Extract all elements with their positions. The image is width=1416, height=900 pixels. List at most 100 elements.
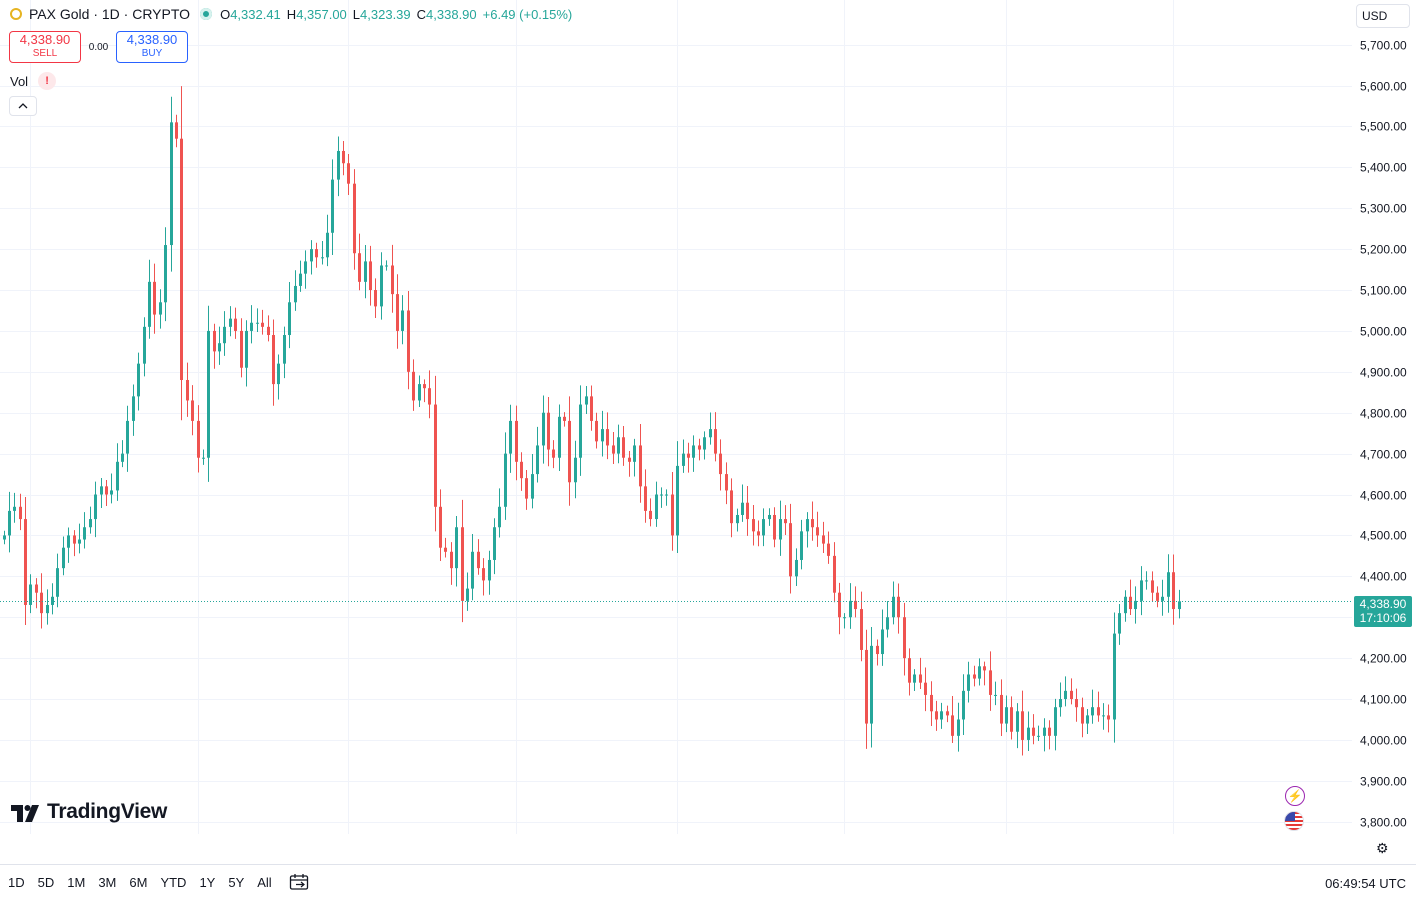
candle-body bbox=[240, 330, 243, 368]
price-axis[interactable]: 3,800.00 3,900.00 4,000.00 4,100.00 4,200.00… bbox=[1352, 0, 1416, 834]
candle-body bbox=[811, 519, 814, 528]
close-value: 4,338.90 bbox=[426, 6, 477, 22]
symbol-legend: PAX Gold · 1D · CRYPTO O 4,332.41 H 4,35… bbox=[10, 6, 578, 22]
calendar-goto-icon[interactable] bbox=[289, 873, 311, 891]
gear-icon[interactable]: ⚙ bbox=[1376, 840, 1389, 856]
candle-body bbox=[477, 551, 480, 569]
candle-body bbox=[207, 330, 210, 458]
utc-clock[interactable]: 06:49:54 UTC bbox=[1325, 876, 1406, 891]
warning-icon[interactable]: ! bbox=[38, 72, 57, 90]
candle-body bbox=[1054, 707, 1057, 736]
candle-body bbox=[994, 694, 997, 696]
open-key: O bbox=[220, 6, 231, 22]
candle-body bbox=[385, 265, 388, 267]
candle-body bbox=[1161, 596, 1164, 601]
candle-body bbox=[682, 453, 685, 466]
market-status-icon[interactable] bbox=[200, 8, 213, 20]
candle-body bbox=[741, 502, 744, 515]
candle-body bbox=[515, 420, 518, 462]
candle-body bbox=[234, 318, 237, 331]
candle-body bbox=[46, 604, 49, 614]
candle-body bbox=[1064, 690, 1067, 700]
high-key: H bbox=[286, 6, 297, 22]
candle-body bbox=[1151, 580, 1154, 593]
candle-body bbox=[191, 400, 194, 421]
candle-body bbox=[865, 649, 868, 724]
symbol-title[interactable]: PAX Gold · 1D · CRYPTO bbox=[29, 6, 191, 22]
candle-body bbox=[1032, 727, 1035, 736]
candle-body bbox=[520, 461, 523, 479]
candlestick-series bbox=[3, 86, 1181, 756]
us-flag-icon[interactable] bbox=[1284, 811, 1304, 831]
range-ytd[interactable]: YTD bbox=[160, 875, 187, 890]
candle-body bbox=[892, 596, 895, 618]
candle-body bbox=[401, 310, 404, 331]
volume-legend[interactable]: Vol ! bbox=[10, 72, 57, 90]
low-key: L bbox=[352, 6, 361, 22]
chart-pane[interactable]: 2026FebMarAprMayJunJulAug 3,800.00 3,900.… bbox=[0, 0, 1407, 834]
price-chart[interactable]: 2026FebMarAprMayJunJulAug bbox=[0, 0, 1352, 834]
candle-body bbox=[762, 519, 765, 536]
candle-body bbox=[1097, 707, 1100, 716]
price-tick-label: 4,000.00 bbox=[1360, 734, 1407, 748]
trade-buttons: 4,338.90 SELL 0.00 4,338.90 BUY bbox=[9, 31, 188, 63]
currency-select[interactable]: USD bbox=[1356, 4, 1410, 28]
candle-body bbox=[601, 429, 604, 442]
buy-label: BUY bbox=[141, 48, 163, 59]
candle-body bbox=[639, 445, 642, 487]
candle-body bbox=[897, 596, 900, 618]
range-6m[interactable]: 6M bbox=[129, 875, 148, 890]
candle-body bbox=[633, 445, 636, 462]
range-5y[interactable]: 5Y bbox=[228, 875, 245, 890]
candle-body bbox=[13, 506, 16, 511]
candle-body bbox=[849, 600, 852, 618]
candle-body bbox=[428, 388, 431, 405]
lightning-icon[interactable]: ⚡ bbox=[1285, 786, 1305, 806]
range-5d[interactable]: 5D bbox=[37, 875, 55, 890]
range-1m[interactable]: 1M bbox=[67, 875, 86, 890]
price-tick-label: 3,900.00 bbox=[1360, 775, 1407, 789]
candle-body bbox=[579, 404, 582, 458]
price-tick-label: 5,200.00 bbox=[1360, 243, 1407, 257]
candle-body bbox=[310, 249, 313, 262]
candle-body bbox=[779, 519, 782, 540]
candle-body bbox=[946, 711, 949, 716]
high-value: 4,357.00 bbox=[296, 6, 347, 22]
candle-body bbox=[509, 420, 512, 454]
range-all[interactable]: All bbox=[257, 875, 272, 890]
candle-body bbox=[531, 474, 534, 499]
candle-body bbox=[353, 183, 356, 254]
candle-body bbox=[1005, 707, 1008, 724]
last-price: 4,338.90 bbox=[1359, 597, 1407, 611]
range-3m[interactable]: 3M bbox=[98, 875, 117, 890]
candle-body bbox=[1075, 699, 1078, 708]
candle-body bbox=[347, 163, 350, 184]
candle-body bbox=[159, 302, 162, 315]
candle-body bbox=[471, 551, 474, 589]
candle-body bbox=[838, 592, 841, 618]
candle-body bbox=[676, 465, 679, 536]
collapse-legend-button[interactable] bbox=[9, 96, 37, 116]
price-tick-label: 4,700.00 bbox=[1360, 448, 1407, 462]
candle-body bbox=[1010, 707, 1013, 732]
candle-body bbox=[1118, 613, 1121, 634]
bar-countdown: 17:10:06 bbox=[1359, 611, 1407, 625]
candle-body bbox=[89, 519, 92, 528]
candle-body bbox=[1091, 707, 1094, 716]
range-1y[interactable]: 1Y bbox=[199, 875, 216, 890]
candle-body bbox=[488, 559, 491, 581]
range-1d[interactable]: 1D bbox=[8, 875, 25, 890]
candle-body bbox=[277, 363, 280, 385]
price-tick-label: 5,300.00 bbox=[1360, 202, 1407, 216]
candle-body bbox=[1000, 694, 1003, 724]
buy-button[interactable]: 4,338.90 BUY bbox=[116, 31, 188, 63]
price-tick-label: 5,700.00 bbox=[1360, 39, 1407, 53]
sell-price: 4,338.90 bbox=[19, 32, 71, 47]
candle-body bbox=[568, 420, 571, 483]
candle-body bbox=[321, 257, 324, 259]
candle-body bbox=[978, 666, 981, 679]
sell-button[interactable]: 4,338.90 SELL bbox=[9, 31, 81, 63]
candle-body bbox=[1156, 592, 1159, 601]
tradingview-logo[interactable]: TradingView bbox=[11, 800, 167, 824]
candle-body bbox=[1021, 711, 1024, 740]
